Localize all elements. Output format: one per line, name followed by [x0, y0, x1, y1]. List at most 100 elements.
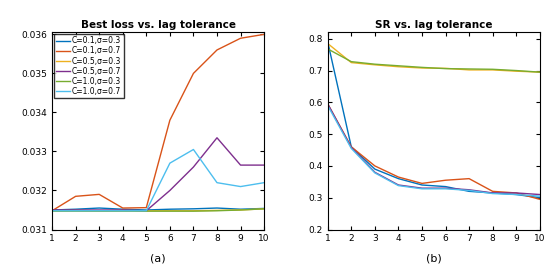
C=0.5,σ=0.7 — [489, 191, 496, 195]
C=0.5,σ=0.3 — [214, 209, 220, 212]
C=1.0,σ=0.7 — [372, 171, 378, 174]
C=0.1,σ=0.3 — [261, 207, 267, 210]
C=0.1,σ=0.7 — [167, 119, 173, 122]
C=0.1,σ=0.3 — [372, 167, 378, 171]
C=1.0,σ=0.7 — [324, 104, 331, 107]
C=1.0,σ=0.7 — [261, 181, 267, 184]
C=0.1,σ=0.7 — [489, 190, 496, 193]
C=0.1,σ=0.7 — [237, 37, 244, 40]
C=1.0,σ=0.7 — [489, 192, 496, 195]
C=1.0,σ=0.3 — [442, 67, 449, 70]
C=1.0,σ=0.3 — [49, 210, 55, 213]
Line: C=0.5,σ=0.3: C=0.5,σ=0.3 — [52, 209, 264, 211]
Line: C=1.0,σ=0.7: C=1.0,σ=0.7 — [328, 106, 540, 196]
C=0.5,σ=0.3 — [395, 65, 402, 68]
C=0.1,σ=0.3 — [72, 208, 79, 211]
C=0.1,σ=0.3 — [536, 196, 543, 199]
C=1.0,σ=0.7 — [119, 209, 126, 212]
C=1.0,σ=0.3 — [395, 64, 402, 68]
C=1.0,σ=0.3 — [237, 208, 244, 212]
C=0.5,σ=0.7 — [442, 187, 449, 190]
C=0.1,σ=0.3 — [190, 207, 197, 210]
C=0.1,σ=0.7 — [442, 179, 449, 182]
Legend: C=0.1,σ=0.3, C=0.1,σ=0.7, C=0.5,σ=0.3, C=0.5,σ=0.7, C=1.0,σ=0.3, C=1.0,σ=0.7: C=0.1,σ=0.3, C=0.1,σ=0.7, C=0.5,σ=0.3, C… — [54, 34, 124, 98]
C=1.0,σ=0.7 — [466, 189, 472, 192]
Title: SR vs. lag tolerance: SR vs. lag tolerance — [375, 20, 493, 30]
Line: C=1.0,σ=0.3: C=1.0,σ=0.3 — [328, 49, 540, 72]
C=0.1,σ=0.3 — [513, 193, 520, 196]
C=1.0,σ=0.7 — [348, 147, 355, 150]
C=1.0,σ=0.3 — [167, 210, 173, 213]
C=0.1,σ=0.7 — [72, 195, 79, 198]
C=0.1,σ=0.7 — [513, 191, 520, 195]
C=0.5,σ=0.7 — [536, 193, 543, 196]
C=0.1,σ=0.7 — [261, 33, 267, 36]
C=0.5,σ=0.7 — [143, 209, 150, 212]
C=0.5,σ=0.3 — [167, 209, 173, 212]
C=1.0,σ=0.7 — [442, 187, 449, 190]
C=1.0,σ=0.7 — [49, 209, 55, 212]
C=1.0,σ=0.3 — [513, 69, 520, 72]
C=1.0,σ=0.3 — [119, 210, 126, 213]
C=0.1,σ=0.3 — [237, 208, 244, 211]
C=0.1,σ=0.7 — [348, 145, 355, 149]
C=1.0,σ=0.3 — [466, 67, 472, 70]
C=0.5,σ=0.3 — [119, 209, 126, 212]
C=0.5,σ=0.7 — [167, 189, 173, 192]
C=0.1,σ=0.3 — [348, 145, 355, 149]
C=0.1,σ=0.7 — [96, 193, 102, 196]
C=0.5,σ=0.7 — [190, 166, 197, 169]
Line: C=0.1,σ=0.3: C=0.1,σ=0.3 — [328, 42, 540, 198]
Line: C=0.5,σ=0.7: C=0.5,σ=0.7 — [52, 138, 264, 211]
C=0.1,σ=0.3 — [419, 183, 425, 187]
C=0.5,σ=0.3 — [489, 68, 496, 72]
C=0.5,σ=0.3 — [348, 61, 355, 64]
C=1.0,σ=0.7 — [167, 161, 173, 165]
C=0.5,σ=0.7 — [513, 191, 520, 195]
C=0.5,σ=0.3 — [261, 207, 267, 210]
C=0.5,σ=0.3 — [372, 63, 378, 66]
C=0.1,σ=0.3 — [466, 190, 472, 193]
C=0.1,σ=0.7 — [372, 164, 378, 168]
Line: C=0.5,σ=0.7: C=0.5,σ=0.7 — [328, 104, 540, 194]
C=0.5,σ=0.7 — [372, 171, 378, 174]
C=0.5,σ=0.7 — [466, 188, 472, 191]
C=1.0,σ=0.7 — [419, 187, 425, 190]
C=0.1,σ=0.7 — [536, 198, 543, 201]
C=0.5,σ=0.7 — [324, 102, 331, 106]
C=0.1,σ=0.3 — [324, 40, 331, 43]
C=0.5,σ=0.7 — [72, 208, 79, 212]
C=1.0,σ=0.3 — [96, 210, 102, 213]
C=0.1,σ=0.7 — [214, 48, 220, 52]
C=0.1,σ=0.3 — [119, 208, 126, 211]
C=0.5,σ=0.7 — [237, 163, 244, 167]
C=0.1,σ=0.7 — [49, 209, 55, 212]
C=1.0,σ=0.3 — [419, 66, 425, 69]
C=0.1,σ=0.7 — [419, 182, 425, 185]
C=0.5,σ=0.3 — [442, 67, 449, 70]
C=1.0,σ=0.7 — [395, 184, 402, 187]
C=0.5,σ=0.3 — [513, 70, 520, 73]
C=0.5,σ=0.3 — [49, 209, 55, 212]
C=0.5,σ=0.3 — [143, 209, 150, 212]
C=0.5,σ=0.3 — [419, 66, 425, 70]
C=0.5,σ=0.7 — [119, 208, 126, 212]
C=1.0,σ=0.7 — [536, 194, 543, 198]
C=1.0,σ=0.3 — [324, 47, 331, 50]
C=0.1,σ=0.7 — [119, 206, 126, 210]
C=0.5,σ=0.3 — [96, 209, 102, 212]
C=0.5,σ=0.3 — [237, 208, 244, 212]
C=1.0,σ=0.3 — [190, 210, 197, 213]
Line: C=1.0,σ=0.7: C=1.0,σ=0.7 — [52, 150, 264, 211]
C=0.5,σ=0.3 — [324, 42, 331, 45]
X-axis label: (b): (b) — [426, 253, 442, 263]
C=0.1,σ=0.3 — [96, 206, 102, 210]
X-axis label: (a): (a) — [150, 253, 166, 263]
C=0.1,σ=0.3 — [395, 177, 402, 180]
Line: C=0.1,σ=0.7: C=0.1,σ=0.7 — [52, 34, 264, 211]
C=0.1,σ=0.3 — [167, 208, 173, 211]
C=0.1,σ=0.7 — [466, 177, 472, 180]
C=1.0,σ=0.3 — [214, 209, 220, 212]
C=1.0,σ=0.7 — [513, 193, 520, 196]
Line: C=0.1,σ=0.7: C=0.1,σ=0.7 — [328, 104, 540, 199]
